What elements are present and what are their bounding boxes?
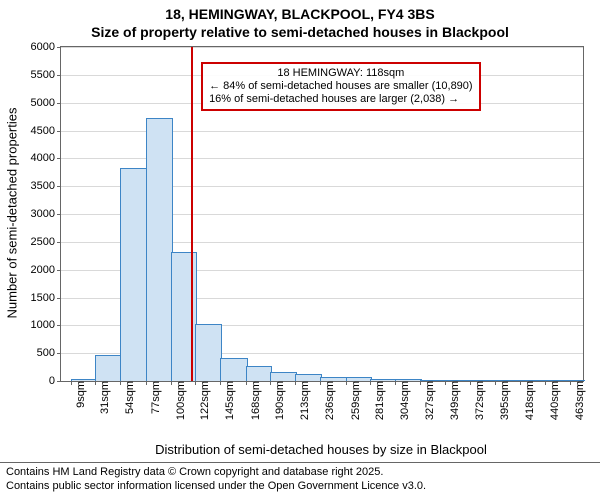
x-tick bbox=[246, 381, 247, 385]
footer-line-1: Contains HM Land Registry data © Crown c… bbox=[0, 465, 600, 479]
y-axis-label: Number of semi-detached properties bbox=[5, 108, 20, 319]
x-axis-label: Distribution of semi-detached houses by … bbox=[60, 442, 582, 457]
y-tick-label: 0 bbox=[49, 375, 55, 387]
y-tick bbox=[57, 242, 61, 243]
x-tick-label: 31sqm bbox=[99, 381, 111, 435]
x-tick-label: 236sqm bbox=[324, 381, 336, 435]
y-tick-label: 3500 bbox=[31, 180, 55, 192]
footer-line-2: Contains public sector information licen… bbox=[0, 479, 600, 493]
grid-line bbox=[61, 158, 583, 159]
x-tick bbox=[346, 381, 347, 385]
x-tick bbox=[295, 381, 296, 385]
x-tick-label: 304sqm bbox=[399, 381, 411, 435]
x-tick bbox=[220, 381, 221, 385]
footer: Contains HM Land Registry data © Crown c… bbox=[0, 462, 600, 493]
title-main: 18, HEMINGWAY, BLACKPOOL, FY4 3BS bbox=[0, 6, 600, 22]
y-tick bbox=[57, 353, 61, 354]
x-tick-label: 327sqm bbox=[424, 381, 436, 435]
x-tick-label: 54sqm bbox=[124, 381, 136, 435]
y-tick-label: 5000 bbox=[31, 97, 55, 109]
y-tick bbox=[57, 47, 61, 48]
y-tick bbox=[57, 270, 61, 271]
annotation-line: ← 84% of semi-detached houses are smalle… bbox=[209, 80, 473, 93]
y-tick bbox=[57, 381, 61, 382]
y-tick bbox=[57, 103, 61, 104]
x-tick bbox=[545, 381, 546, 385]
title-sub: Size of property relative to semi-detach… bbox=[0, 24, 600, 40]
marker-line bbox=[191, 47, 193, 381]
y-tick bbox=[57, 298, 61, 299]
x-tick-label: 190sqm bbox=[274, 381, 286, 435]
histogram-bar bbox=[270, 372, 297, 381]
x-tick bbox=[95, 381, 96, 385]
y-tick-label: 2000 bbox=[31, 264, 55, 276]
histogram-bar bbox=[120, 168, 147, 381]
x-tick-label: 213sqm bbox=[299, 381, 311, 435]
x-tick bbox=[146, 381, 147, 385]
plot-area: 0500100015002000250030003500400045005000… bbox=[60, 46, 584, 382]
x-tick bbox=[470, 381, 471, 385]
histogram-bar bbox=[171, 252, 197, 381]
histogram-bar bbox=[195, 324, 222, 381]
x-tick bbox=[120, 381, 121, 385]
x-tick bbox=[520, 381, 521, 385]
annotation-line: 18 HEMINGWAY: 118sqm bbox=[209, 67, 473, 80]
x-tick bbox=[495, 381, 496, 385]
y-tick-label: 3000 bbox=[31, 208, 55, 220]
y-tick-label: 2500 bbox=[31, 236, 55, 248]
x-tick-label: 168sqm bbox=[250, 381, 262, 435]
grid-line bbox=[61, 47, 583, 48]
y-tick bbox=[57, 158, 61, 159]
x-tick-label: 281sqm bbox=[374, 381, 386, 435]
figure: 18, HEMINGWAY, BLACKPOOL, FY4 3BS Size o… bbox=[0, 0, 600, 500]
x-tick-label: 349sqm bbox=[449, 381, 461, 435]
x-tick bbox=[420, 381, 421, 385]
x-tick-label: 372sqm bbox=[474, 381, 486, 435]
y-tick bbox=[57, 75, 61, 76]
x-tick bbox=[370, 381, 371, 385]
x-tick-label: 463sqm bbox=[574, 381, 586, 435]
histogram-bar bbox=[220, 358, 247, 381]
y-tick bbox=[57, 214, 61, 215]
x-tick bbox=[270, 381, 271, 385]
x-tick bbox=[445, 381, 446, 385]
x-tick-label: 145sqm bbox=[224, 381, 236, 435]
y-tick-label: 500 bbox=[37, 347, 55, 359]
histogram-bar bbox=[95, 355, 122, 381]
x-tick-label: 9sqm bbox=[75, 381, 87, 435]
y-tick-label: 4500 bbox=[31, 125, 55, 137]
x-tick bbox=[320, 381, 321, 385]
histogram-bar bbox=[246, 366, 272, 381]
y-tick-label: 6000 bbox=[31, 41, 55, 53]
y-tick bbox=[57, 131, 61, 132]
x-tick bbox=[171, 381, 172, 385]
x-tick bbox=[570, 381, 571, 385]
annotation-line: 16% of semi-detached houses are larger (… bbox=[209, 93, 473, 106]
x-tick-label: 77sqm bbox=[150, 381, 162, 435]
x-tick bbox=[195, 381, 196, 385]
x-tick-label: 418sqm bbox=[524, 381, 536, 435]
y-tick-label: 4000 bbox=[31, 152, 55, 164]
x-tick-label: 122sqm bbox=[199, 381, 211, 435]
x-tick-label: 259sqm bbox=[350, 381, 362, 435]
y-tick-label: 5500 bbox=[31, 69, 55, 81]
x-tick-label: 440sqm bbox=[549, 381, 561, 435]
y-tick-label: 1000 bbox=[31, 319, 55, 331]
y-tick bbox=[57, 325, 61, 326]
y-tick bbox=[57, 186, 61, 187]
x-tick-label: 100sqm bbox=[175, 381, 187, 435]
histogram-bar bbox=[146, 118, 173, 381]
x-tick-label: 395sqm bbox=[499, 381, 511, 435]
x-tick bbox=[71, 381, 72, 385]
grid-line bbox=[61, 131, 583, 132]
annotation-box: 18 HEMINGWAY: 118sqm← 84% of semi-detach… bbox=[201, 62, 481, 111]
x-tick bbox=[395, 381, 396, 385]
y-tick-label: 1500 bbox=[31, 292, 55, 304]
